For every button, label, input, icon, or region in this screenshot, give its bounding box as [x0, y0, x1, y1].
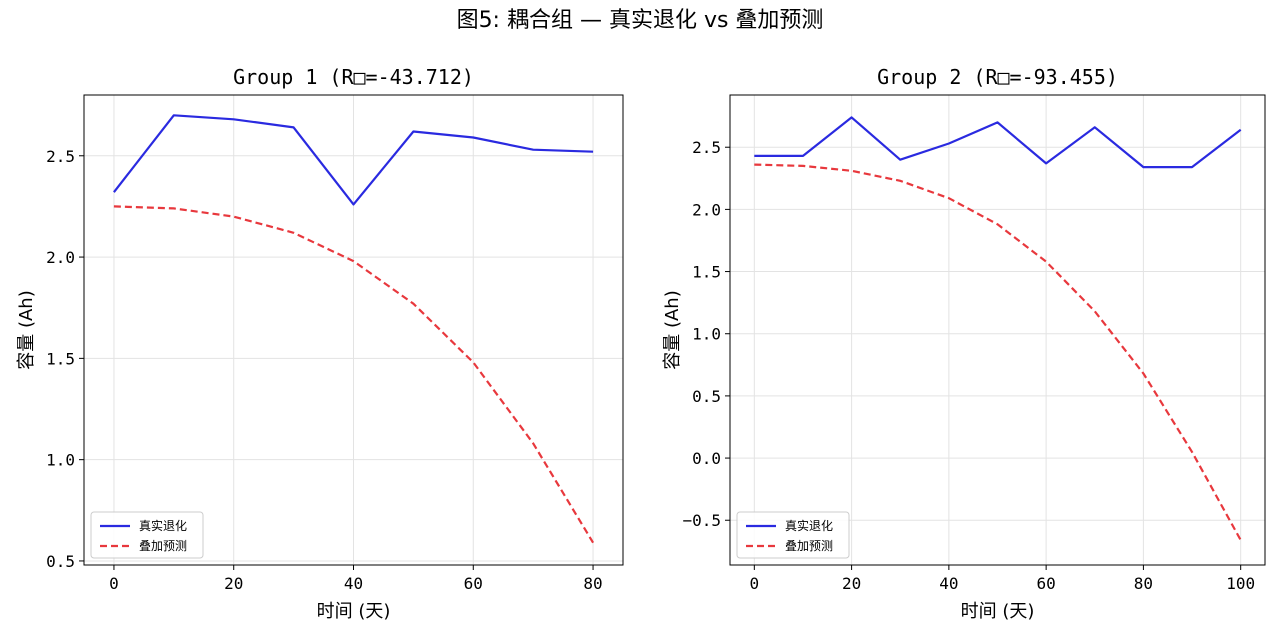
chart-panel-1: 0 20 40 60 80 0.5 1.0 1.5 2.0 2.5 Group 1 (R□=-43.…	[16, 65, 624, 622]
chart-title: Group 2 (R□=-93.455)	[877, 65, 1118, 89]
figure-title: 图5: 耦合组 — 真实退化 vs 叠加预测	[456, 8, 824, 33]
y-tick-label: 1.5	[46, 349, 75, 368]
y-tick-label: 0.0	[692, 449, 721, 468]
x-tick-label: 0	[109, 574, 119, 593]
legend-label: 叠加预测	[139, 539, 187, 553]
x-tick-label: 40	[939, 574, 958, 593]
x-tick-label: 60	[464, 574, 483, 593]
x-tick-label: 0	[749, 574, 759, 593]
y-tick-label: 2.0	[46, 248, 75, 267]
y-tick-label: 1.0	[46, 451, 75, 470]
x-tick-label: 80	[1134, 574, 1153, 593]
y-tick-label: 0.5	[46, 552, 75, 571]
y-axis-label: 容量 (Ah)	[16, 290, 37, 370]
x-tick-label: 60	[1037, 574, 1056, 593]
plot-frame	[729, 94, 1266, 566]
y-tick-label: 1.5	[692, 263, 721, 282]
legend-box	[736, 511, 850, 559]
plot-frame	[83, 94, 624, 566]
series-line-actual	[113, 114, 594, 206]
y-tick-label: 2.5	[46, 147, 75, 166]
x-tick-label: 20	[224, 574, 243, 593]
x-tick-label: 20	[842, 574, 861, 593]
chart-panel-2: 0 20 40 60 80 100 −0.5 0.0 0.5 1.0 1.5 2.0 2.5 Group …	[662, 65, 1266, 622]
y-tick-label: 0.5	[692, 387, 721, 406]
y-tick-label: −0.5	[682, 511, 721, 530]
legend-box	[90, 511, 204, 559]
legend-label: 真实退化	[785, 518, 833, 533]
series-line-predicted	[113, 205, 595, 544]
y-tick-label: 1.0	[692, 325, 721, 344]
x-axis-label: 时间 (天)	[317, 601, 391, 622]
x-tick-label: 80	[583, 574, 602, 593]
y-tick-label: 2.0	[692, 200, 721, 219]
x-axis-label: 时间 (天)	[961, 601, 1035, 622]
legend-label: 真实退化	[139, 518, 187, 533]
x-tick-label: 100	[1226, 574, 1255, 593]
series-line-actual	[754, 116, 1242, 169]
legend-label: 叠加预测	[785, 539, 833, 553]
y-tick-label: 2.5	[692, 138, 721, 157]
series-line-predicted	[754, 163, 1242, 541]
y-axis-label: 容量 (Ah)	[662, 290, 683, 370]
chart-title: Group 1 (R□=-43.712)	[233, 65, 474, 89]
x-tick-label: 40	[344, 574, 363, 593]
